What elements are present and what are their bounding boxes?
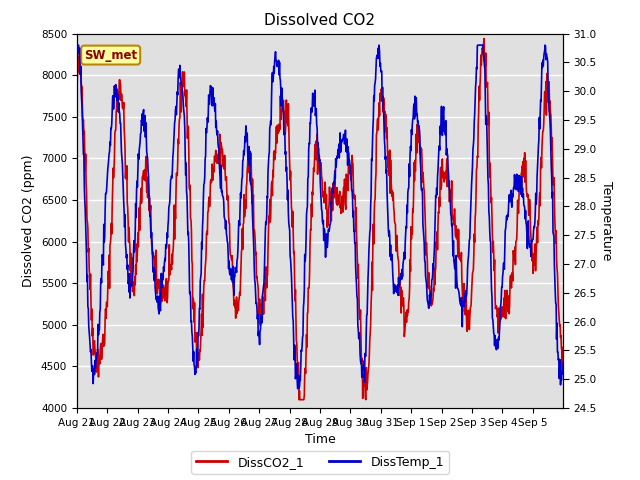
Y-axis label: Temperature: Temperature	[600, 181, 613, 261]
Y-axis label: Dissolved CO2 (ppm): Dissolved CO2 (ppm)	[22, 155, 35, 287]
Legend: DissCO2_1, DissTemp_1: DissCO2_1, DissTemp_1	[191, 451, 449, 474]
X-axis label: Time: Time	[305, 433, 335, 446]
Text: SW_met: SW_met	[84, 48, 137, 61]
Title: Dissolved CO2: Dissolved CO2	[264, 13, 376, 28]
